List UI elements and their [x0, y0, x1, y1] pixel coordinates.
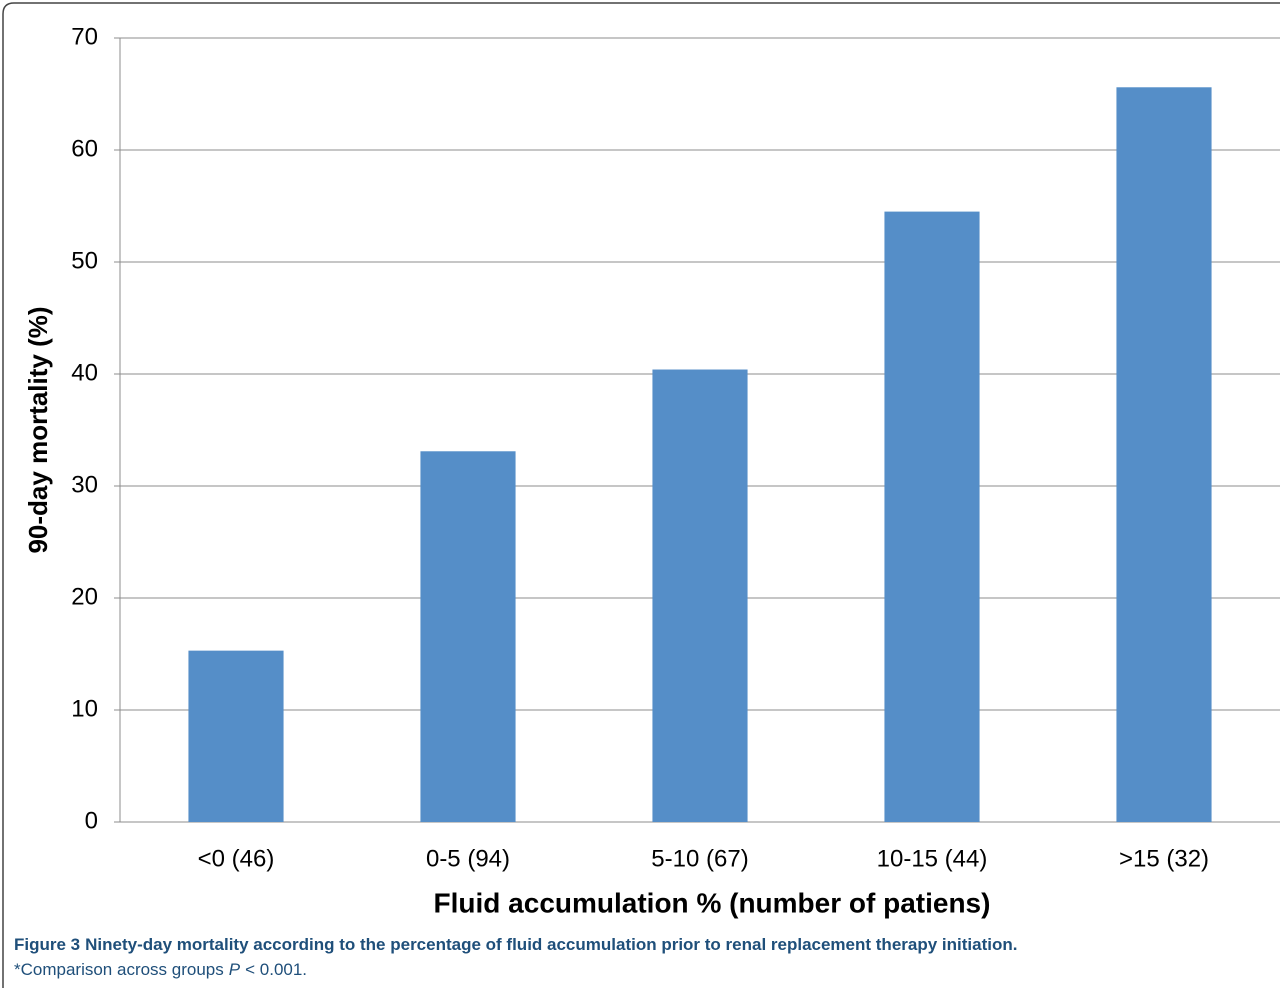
bar — [420, 451, 516, 822]
caption-line: Figure 3 Ninety-day mortality according t… — [14, 935, 1017, 954]
caption-note-suffix: < 0.001. — [245, 960, 307, 979]
caption-title: Ninety-day mortality according to the pe… — [85, 935, 1017, 954]
caption-note-prefix: *Comparison across groups — [14, 960, 224, 979]
y-tick-label: 70 — [71, 23, 98, 50]
x-tick-label: >15 (32) — [1119, 845, 1209, 872]
caption-label: Figure 3 — [14, 935, 80, 954]
y-axis-title: 90-day mortality (%) — [23, 306, 53, 553]
bar — [188, 650, 284, 822]
bar — [884, 211, 980, 823]
x-tick-label: 0-5 (94) — [426, 845, 510, 872]
x-tick-label: 10-15 (44) — [877, 845, 988, 872]
caption-note-italic: P — [229, 960, 241, 979]
x-tick-label: <0 (46) — [198, 845, 275, 872]
x-axis-title: Fluid accumulation % (number of patiens) — [434, 887, 991, 918]
y-tick-label: 30 — [71, 471, 98, 498]
bar — [652, 369, 748, 822]
caption-note: *Comparison across groups P < 0.001. — [14, 960, 307, 979]
x-tick-label: 5-10 (67) — [651, 845, 748, 872]
y-tick-label: 40 — [71, 359, 98, 386]
y-tick-label: 20 — [71, 583, 98, 610]
y-tick-label: 50 — [71, 247, 98, 274]
bar — [1116, 87, 1212, 822]
y-tick-label: 60 — [71, 135, 98, 162]
y-tick-label: 10 — [71, 695, 98, 722]
y-tick-label: 0 — [85, 807, 98, 834]
